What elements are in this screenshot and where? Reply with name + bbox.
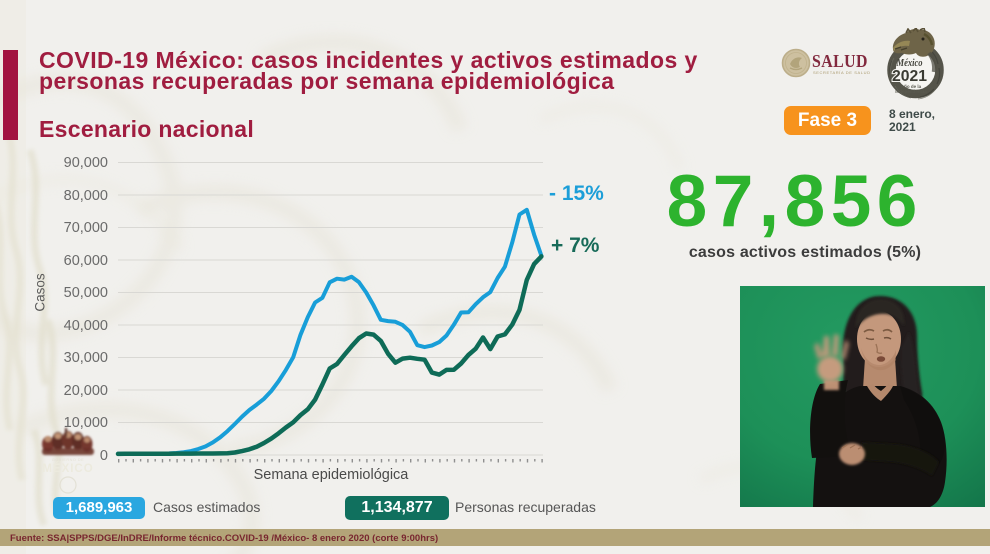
svg-text:México: México xyxy=(896,58,923,69)
svg-text:Independencia: Independencia xyxy=(895,89,927,94)
svg-text:MÉXICO: MÉXICO xyxy=(42,462,93,475)
svg-text:GOBIERNO DE: GOBIERNO DE xyxy=(52,458,84,462)
svg-text:2021: 2021 xyxy=(892,68,927,85)
svg-text:Año de la: Año de la xyxy=(901,84,922,89)
